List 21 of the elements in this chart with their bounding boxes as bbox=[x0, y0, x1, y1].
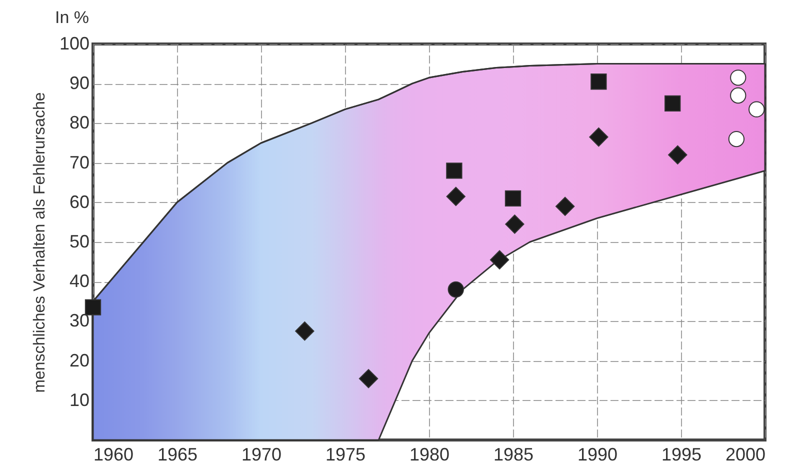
y-tick-label: 90 bbox=[69, 73, 90, 94]
y-tick-label: 20 bbox=[69, 350, 90, 370]
x-tick-label: 2000 bbox=[725, 444, 766, 464]
y-tick-label: 60 bbox=[69, 192, 90, 212]
y-tick-label: 100 bbox=[59, 34, 90, 54]
x-tick-label: 1995 bbox=[661, 444, 702, 464]
y-tick-label: 70 bbox=[69, 152, 90, 172]
y-axis-title: menschliches Verhalten als Fehlerursache bbox=[31, 92, 48, 393]
y-tick-label: 10 bbox=[69, 390, 90, 410]
y-tick-label: 50 bbox=[69, 232, 90, 252]
x-tick-label: 1975 bbox=[325, 444, 366, 464]
x-tick-label: 1970 bbox=[241, 444, 282, 464]
x-tick-label: 1985 bbox=[493, 444, 534, 464]
y-tick-label: 80 bbox=[69, 112, 90, 133]
x-tick-label: 1990 bbox=[577, 444, 618, 464]
x-tick-label: 1980 bbox=[409, 444, 450, 464]
x-tick-label: 1960 bbox=[94, 444, 134, 464]
x-tick-label: 1965 bbox=[157, 444, 198, 464]
y-tick-label: 40 bbox=[69, 271, 90, 292]
text: In % bbox=[55, 8, 90, 27]
y-tick-label: 30 bbox=[69, 310, 90, 331]
